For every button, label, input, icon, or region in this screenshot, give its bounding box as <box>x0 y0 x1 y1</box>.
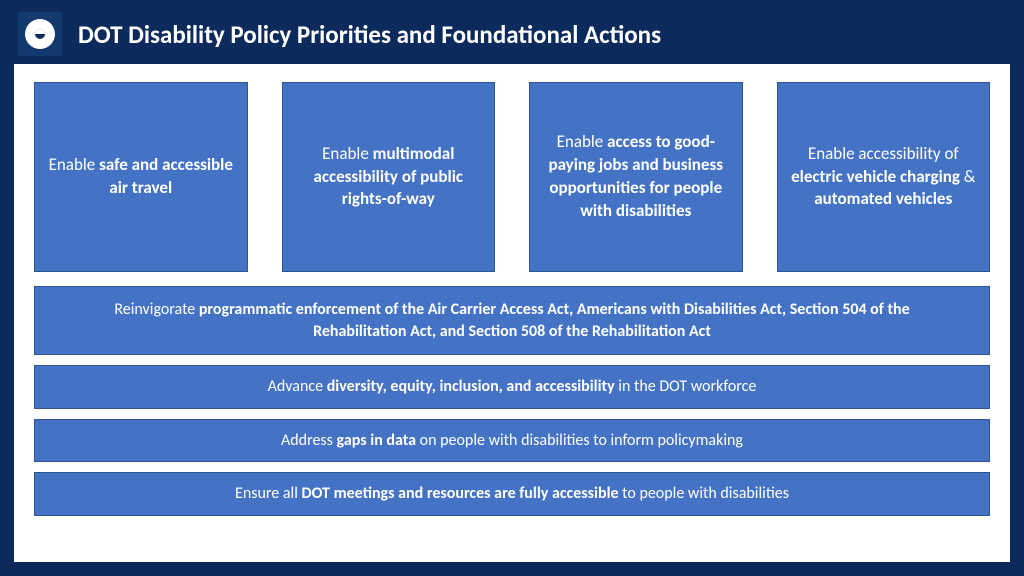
action-prefix: Address <box>281 431 337 450</box>
dot-logo-icon <box>18 12 62 56</box>
action-bold: programmatic enforcement of the Air Carr… <box>199 300 910 341</box>
priority-bold: electric vehicle charging <box>791 166 960 187</box>
priority-bold2: automated vehicles <box>814 188 952 209</box>
action-bar: Address gaps in data on people with disa… <box>34 419 990 463</box>
action-suffix: in the DOT workforce <box>615 377 757 396</box>
action-prefix: Reinvigorate <box>114 300 198 319</box>
action-bold: gaps in data <box>337 431 416 450</box>
priority-box: Enable accessibility of electric vehicle… <box>777 82 991 272</box>
action-bold: DOT meetings and resources are fully acc… <box>301 484 618 503</box>
action-bar: Reinvigorate programmatic enforcement of… <box>34 286 990 355</box>
content-panel: Enable safe and accessible air travel En… <box>14 64 1010 562</box>
priority-prefix: Enable <box>49 154 100 175</box>
action-prefix: Advance <box>268 377 327 396</box>
priority-prefix: Enable <box>557 131 608 152</box>
action-bar: Advance diversity, equity, inclusion, an… <box>34 365 990 409</box>
priority-prefix: Enable <box>322 143 373 164</box>
action-suffix: to people with disabilities <box>619 484 789 503</box>
priority-bold: safe and accessible air travel <box>99 154 233 198</box>
page-title: DOT Disability Policy Priorities and Fou… <box>78 19 661 50</box>
priority-box: Enable safe and accessible air travel <box>34 82 248 272</box>
priority-suffix: & <box>960 166 975 187</box>
priority-row: Enable safe and accessible air travel En… <box>34 82 990 272</box>
action-bold: diversity, equity, inclusion, and access… <box>327 377 615 396</box>
header: DOT Disability Policy Priorities and Fou… <box>0 0 1024 64</box>
priority-prefix: Enable accessibility of <box>808 143 959 164</box>
action-suffix: on people with disabilities to inform po… <box>416 431 743 450</box>
priority-box: Enable multimodal accessibility of publi… <box>282 82 496 272</box>
priority-box: Enable access to good-paying jobs and bu… <box>529 82 743 272</box>
action-bar: Ensure all DOT meetings and resources ar… <box>34 472 990 516</box>
action-prefix: Ensure all <box>235 484 301 503</box>
